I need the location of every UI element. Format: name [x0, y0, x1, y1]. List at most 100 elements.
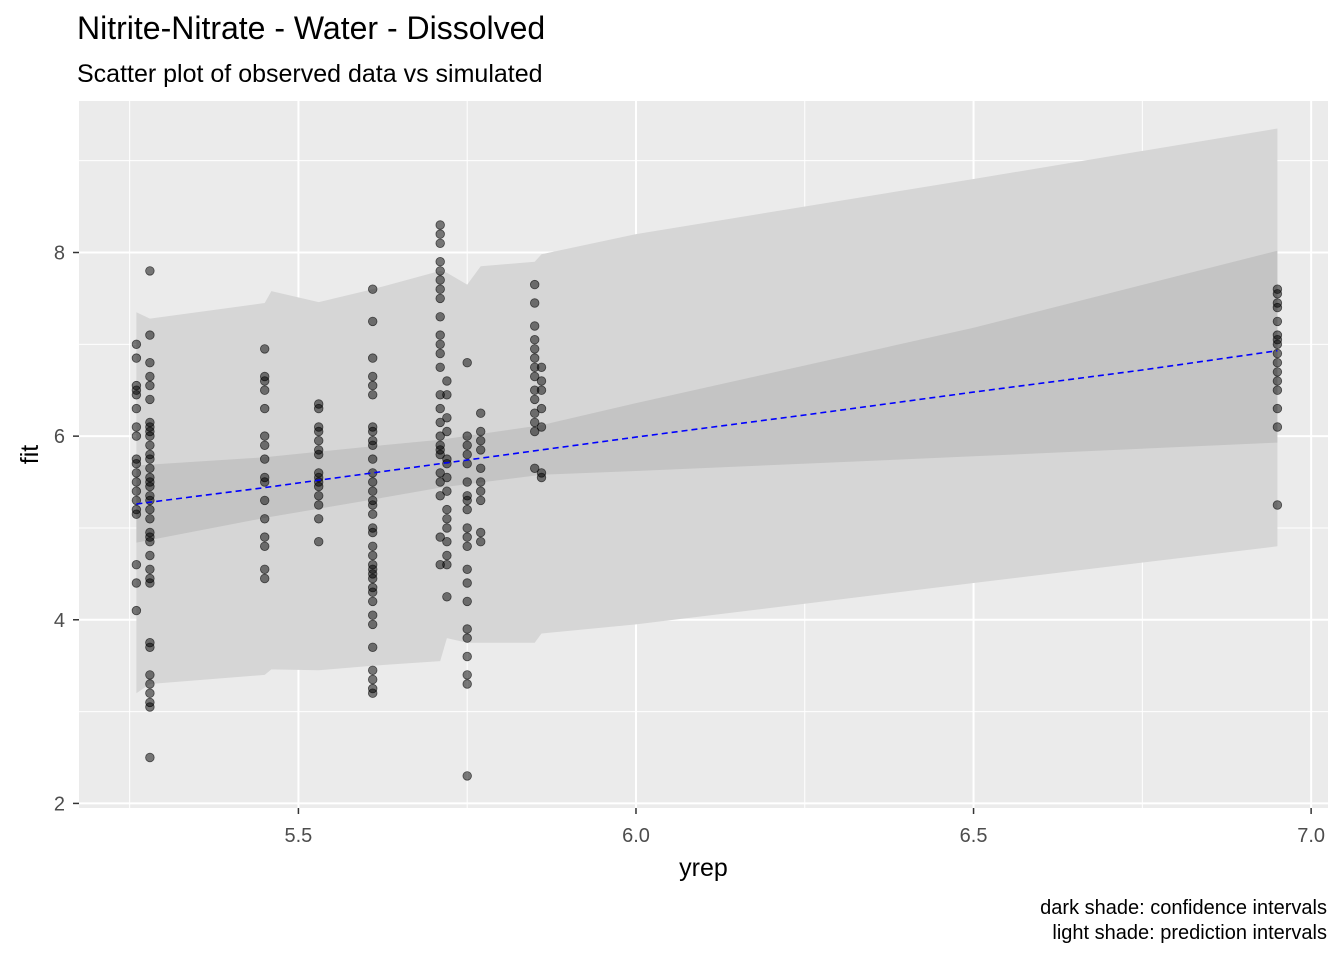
data-point: [314, 445, 324, 455]
data-point: [368, 353, 378, 363]
data-point: [462, 624, 472, 634]
data-point: [368, 390, 378, 400]
y-tick-label: 2: [54, 793, 65, 815]
y-tick-label: 8: [54, 243, 65, 265]
data-point: [476, 463, 486, 474]
data-point: [476, 486, 486, 496]
data-point: [145, 638, 155, 648]
data-point: [435, 238, 445, 249]
data-point: [260, 431, 270, 441]
data-point: [368, 683, 378, 694]
data-point: [145, 358, 155, 368]
interval-bands: [136, 128, 1278, 694]
data-point: [435, 257, 445, 267]
data-point: [536, 422, 547, 432]
caption-prediction: light shade: prediction intervals: [1052, 922, 1327, 944]
data-point: [260, 403, 270, 414]
data-point: [435, 477, 445, 487]
x-tick-label: 5.5: [285, 825, 313, 847]
data-point: [530, 463, 540, 474]
data-point: [536, 468, 547, 478]
data-point: [442, 472, 452, 483]
data-point: [145, 527, 155, 538]
data-point: [530, 371, 540, 382]
data-point: [260, 472, 270, 483]
data-point: [1272, 376, 1283, 386]
data-point: [435, 293, 445, 304]
data-point: [368, 674, 378, 685]
data-point: [145, 330, 155, 340]
data-point: [462, 431, 472, 441]
data-point: [145, 463, 155, 474]
data-point: [462, 440, 472, 451]
data-point: [260, 573, 270, 584]
data-point: [260, 440, 270, 451]
data-point: [145, 472, 155, 483]
data-point: [435, 491, 445, 501]
data-point: [145, 573, 155, 584]
chart-subtitle: Scatter plot of observed data vs simulat…: [77, 60, 543, 88]
data-point: [131, 495, 142, 506]
data-point: [435, 417, 445, 428]
x-tick-label: 6.5: [960, 825, 988, 847]
data-point: [476, 495, 486, 506]
caption-confidence: dark shade: confidence intervals: [1040, 897, 1327, 919]
data-point: [1272, 500, 1283, 510]
data-point: [131, 468, 142, 478]
data-point: [476, 436, 486, 446]
data-point: [435, 284, 445, 294]
fit-line-group: [136, 349, 1278, 505]
data-point: [476, 445, 486, 455]
data-point: [131, 454, 142, 464]
data-point: [368, 560, 378, 570]
data-point: [131, 353, 142, 363]
data-point: [260, 344, 270, 354]
axes: 5.5 6.0 6.5 7.0 2 4 6 8: [54, 243, 1325, 848]
data-point: [1272, 284, 1283, 294]
data-point: [462, 541, 472, 552]
data-point: [462, 449, 472, 460]
data-point: [145, 491, 155, 501]
data-point: [368, 371, 378, 382]
data-point: [435, 330, 445, 340]
data-point: [462, 532, 472, 542]
data-point: [462, 504, 472, 515]
x-tick-label: 6.0: [622, 825, 650, 847]
data-point: [442, 523, 452, 533]
data-point: [476, 426, 486, 437]
data-point: [131, 422, 142, 432]
data-point: [435, 403, 445, 414]
data-point: [462, 578, 472, 588]
data-point: [260, 532, 270, 542]
data-point: [260, 495, 270, 506]
data-point: [145, 380, 155, 391]
data-points: [131, 220, 1283, 781]
data-point: [131, 477, 142, 487]
data-point: [145, 417, 155, 428]
data-point: [530, 417, 540, 428]
data-point: [145, 266, 155, 276]
data-point: [314, 491, 324, 501]
data-point: [1272, 316, 1283, 327]
data-point: [368, 596, 378, 607]
data-point: [368, 436, 378, 446]
data-point: [314, 537, 324, 547]
data-point: [368, 422, 378, 432]
data-point: [368, 486, 378, 496]
data-point: [145, 670, 155, 680]
data-point: [530, 321, 540, 331]
data-point: [442, 514, 452, 524]
data-point: [145, 394, 155, 405]
data-point: [536, 385, 547, 395]
data-point: [145, 752, 155, 763]
x-tick-label: 7.0: [1297, 825, 1325, 847]
data-point: [1272, 403, 1283, 414]
data-point: [435, 266, 445, 276]
data-point: [314, 422, 324, 432]
data-point: [131, 560, 142, 570]
data-point: [530, 335, 540, 345]
data-point: [530, 426, 540, 437]
confidence-interval-band: [136, 250, 1278, 543]
data-point: [131, 504, 142, 515]
